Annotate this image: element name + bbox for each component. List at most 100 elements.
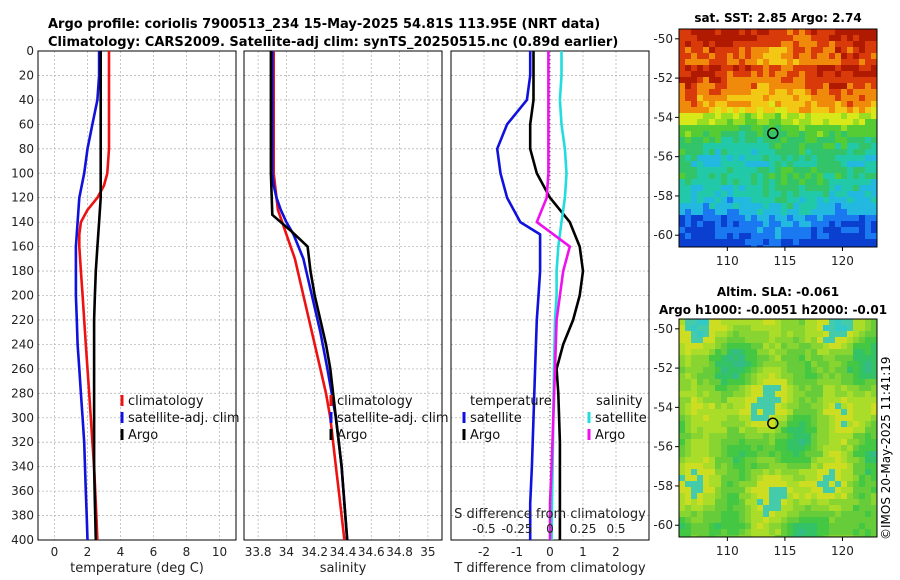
map-cell <box>871 89 877 95</box>
map-cell <box>691 113 697 119</box>
map-cell <box>799 173 805 179</box>
map-cell <box>703 325 709 331</box>
map-cell <box>865 457 871 463</box>
map-cell <box>829 95 835 101</box>
map-cell <box>727 487 733 493</box>
map-cell <box>745 59 751 65</box>
map-cell <box>871 191 877 197</box>
map-cell <box>859 475 865 481</box>
map-cell <box>769 191 775 197</box>
map-cell <box>871 331 877 337</box>
map-cell <box>727 245 733 247</box>
map-cell <box>853 457 859 463</box>
map-cell <box>847 113 853 119</box>
map-cell <box>799 77 805 83</box>
map-cell <box>679 227 685 233</box>
map-cell <box>835 137 841 143</box>
map-cell <box>775 493 781 499</box>
y-tick-label: 0 <box>26 44 34 58</box>
salinity-panel: 33.8 34 34.2 34.4 34.6 34.8 35salinityclimatol… <box>243 50 449 576</box>
map-cell <box>763 325 769 331</box>
y-tick-label: 360 <box>11 484 34 498</box>
x-axis-label: T difference from climatology <box>453 561 646 576</box>
map-cell <box>775 481 781 487</box>
map-cell <box>787 83 793 89</box>
map-cell <box>733 403 739 409</box>
map-cell <box>793 523 799 529</box>
map-cell <box>727 203 733 209</box>
map-cell <box>859 481 865 487</box>
map-cell <box>745 203 751 209</box>
map-cell <box>817 125 823 131</box>
map-cell <box>739 167 745 173</box>
map-cell <box>691 233 697 239</box>
legend-temperature-title: temperature <box>470 394 552 409</box>
map-cell <box>811 29 817 35</box>
map-cell <box>853 409 859 415</box>
map-cell <box>829 499 835 505</box>
map-cell <box>793 535 799 537</box>
map-cell <box>835 101 841 107</box>
map-cell <box>685 41 691 47</box>
map-cell <box>763 167 769 173</box>
map-cell <box>733 179 739 185</box>
map-cell <box>805 517 811 523</box>
map-cell <box>703 143 709 149</box>
map-cell <box>829 113 835 119</box>
map-cell <box>679 367 685 373</box>
map-cell <box>793 113 799 119</box>
map-cell <box>835 239 841 245</box>
legend-s-satellite-label: satellite <box>595 411 647 426</box>
map-cell <box>739 487 745 493</box>
map-cell <box>811 143 817 149</box>
map-cell <box>691 191 697 197</box>
map-cell <box>829 137 835 143</box>
map-cell <box>733 349 739 355</box>
map-cell <box>751 457 757 463</box>
map-cell <box>757 239 763 245</box>
map-cell <box>865 445 871 451</box>
map-cell <box>739 29 745 35</box>
map-cell <box>769 227 775 233</box>
map-cell <box>691 107 697 113</box>
map-cell <box>703 361 709 367</box>
map-cell <box>835 155 841 161</box>
map-cell <box>709 511 715 517</box>
map-cell <box>757 119 763 125</box>
map-cell <box>817 71 823 77</box>
map-cell <box>871 119 877 125</box>
map-cell <box>727 29 733 35</box>
map-cell <box>853 397 859 403</box>
map-cell <box>691 29 697 35</box>
map-cell <box>871 125 877 131</box>
map-cell <box>691 433 697 439</box>
map-cell <box>751 517 757 523</box>
map-cell <box>703 415 709 421</box>
map-cell <box>733 203 739 209</box>
map-cell <box>685 487 691 493</box>
map-cell <box>679 89 685 95</box>
map-cell <box>835 119 841 125</box>
map-cell <box>763 517 769 523</box>
map-cell <box>763 215 769 221</box>
map-cell <box>757 529 763 535</box>
map-cell <box>769 143 775 149</box>
map-cell <box>793 457 799 463</box>
map-cell <box>703 77 709 83</box>
map-cell <box>757 409 763 415</box>
map-cell <box>859 77 865 83</box>
map-cell <box>709 457 715 463</box>
map-cell <box>823 191 829 197</box>
map-cell <box>709 221 715 227</box>
map-cell <box>733 409 739 415</box>
map-cell <box>841 529 847 535</box>
map-cell <box>781 373 787 379</box>
map-cell <box>763 331 769 337</box>
map-cell <box>787 185 793 191</box>
map-cell <box>685 505 691 511</box>
map-cell <box>679 487 685 493</box>
map-cell <box>703 457 709 463</box>
map-cell <box>859 173 865 179</box>
map-cell <box>769 505 775 511</box>
map-cell <box>871 337 877 343</box>
